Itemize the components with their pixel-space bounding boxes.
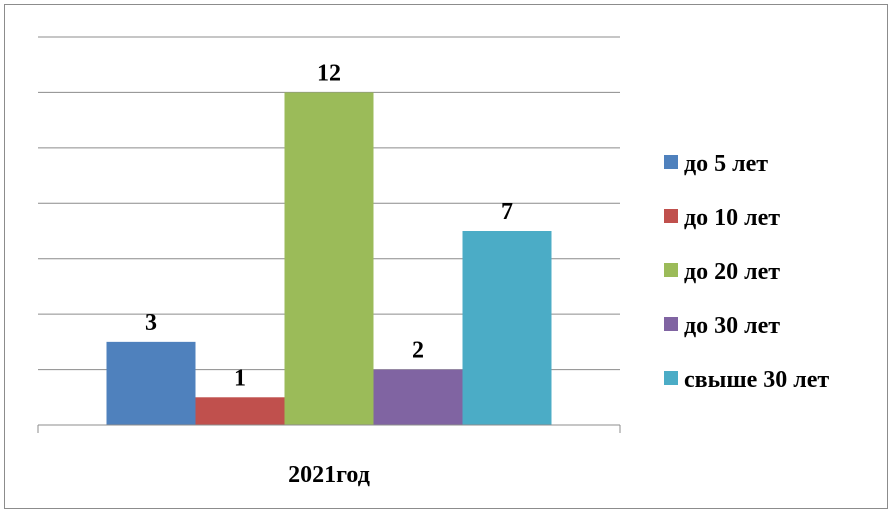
- bar-3: [284, 92, 374, 425]
- legend-label-3: до 20 лет: [684, 259, 780, 285]
- data-label-1: 3: [145, 310, 157, 336]
- legend-swatch-3: [664, 263, 678, 277]
- data-labels: 3 1 12 2 7: [145, 60, 513, 391]
- data-label-4: 2: [412, 338, 424, 364]
- data-label-2: 1: [234, 365, 246, 391]
- legend-label-1: до 5 лет: [684, 151, 768, 177]
- legend-label-2: до 10 лет: [684, 205, 780, 231]
- data-label-5: 7: [501, 199, 513, 225]
- legend-swatch-1: [664, 155, 678, 169]
- legend: до 5 лет до 10 лет до 20 лет до 30 лет свыше…: [664, 151, 829, 393]
- bar-5: [462, 231, 552, 425]
- x-axis: 2021год: [37, 424, 621, 488]
- legend-swatch-2: [664, 209, 678, 223]
- bar-2: [195, 397, 285, 425]
- category-label: 2021год: [288, 462, 370, 488]
- bar-1: [106, 341, 196, 425]
- bars: [106, 92, 552, 425]
- legend-label-4: до 30 лет: [684, 313, 780, 339]
- legend-swatch-4: [664, 317, 678, 331]
- legend-swatch-5: [664, 371, 678, 385]
- bar-4: [373, 369, 463, 425]
- legend-label-5: свыше 30 лет: [684, 367, 829, 393]
- data-label-3: 12: [317, 60, 341, 86]
